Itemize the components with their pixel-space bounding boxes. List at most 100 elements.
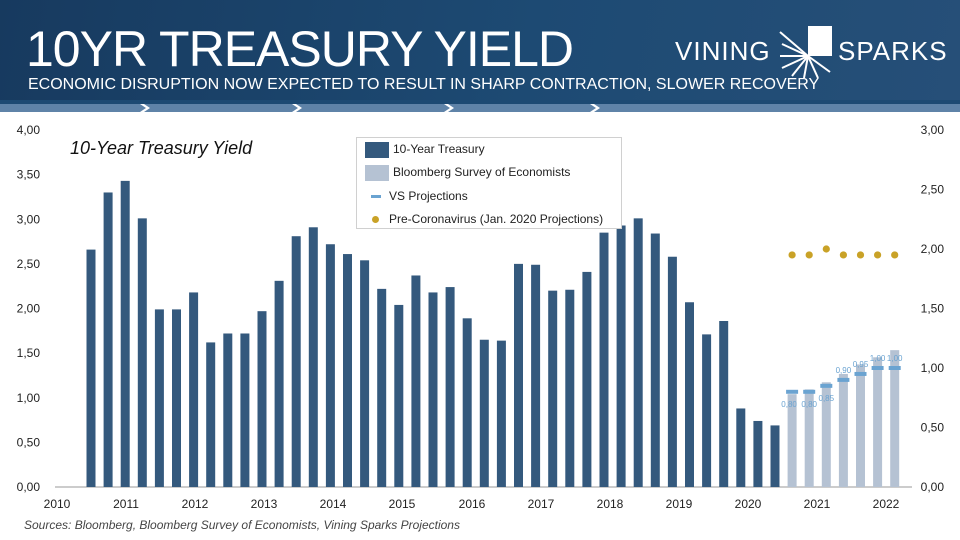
vs-projection-label: 1,00 — [870, 354, 886, 363]
y-right-tick-label: 2,00 — [921, 242, 945, 256]
page-title: 10YR TREASURY YIELD — [26, 21, 574, 77]
pre-coronavirus-point — [839, 251, 848, 259]
x-tick-label: 2011 — [113, 497, 139, 511]
y-left-tick-label: 4,00 — [17, 123, 41, 137]
x-tick-label: 2012 — [182, 497, 209, 511]
treasury-bar — [565, 289, 575, 487]
y-right-tick-label: 0,00 — [921, 480, 945, 494]
treasury-bar — [736, 408, 746, 487]
pre-coronavirus-series — [788, 245, 899, 259]
treasury-bar — [411, 275, 421, 487]
y-left-tick-label: 0,50 — [17, 435, 41, 449]
vs-projection-label: 0,80 — [781, 400, 797, 409]
logo-text-vining: VINING — [675, 36, 771, 66]
treasury-bar — [496, 340, 506, 487]
vs-projection-label: 1,00 — [887, 354, 903, 363]
treasury-series — [86, 180, 780, 488]
survey-bar — [838, 373, 848, 487]
legend-item-survey: Bloomberg Survey of Economists — [365, 165, 570, 181]
survey-bar — [804, 389, 814, 487]
logo-sparks-icon — [779, 26, 832, 78]
sources-note: Sources: Bloomberg, Bloomberg Survey of … — [24, 518, 460, 532]
x-tick-label: 2015 — [389, 497, 416, 511]
treasury-bar — [189, 292, 199, 487]
treasury-bar — [462, 318, 472, 487]
treasury-bar — [103, 192, 113, 487]
chart-title: 10-Year Treasury Yield — [70, 138, 253, 158]
pre-coronavirus-point — [856, 251, 865, 259]
y-left-tick-label: 2,00 — [17, 302, 41, 316]
y-right-tick-label: 1,00 — [921, 361, 945, 375]
x-tick-label: 2014 — [320, 497, 347, 511]
treasury-bar — [445, 287, 455, 487]
treasury-bar — [394, 304, 404, 487]
treasury-bar — [308, 227, 318, 487]
legend-swatch-treasury — [365, 142, 389, 158]
x-tick-label: 2018 — [597, 497, 624, 511]
treasury-bar — [548, 290, 558, 487]
treasury-bar — [274, 280, 284, 487]
treasury-bar — [514, 263, 523, 487]
pre-coronavirus-point — [874, 251, 882, 259]
chart-legend: 10-Year Treasury Bloomberg Survey of Eco… — [356, 137, 622, 229]
y-left-tick-label: 1,50 — [17, 346, 41, 360]
treasury-bar — [702, 334, 712, 487]
treasury-bar — [650, 233, 660, 487]
header-banner: 10YR TREASURY YIELD ECONOMIC DISRUPTION … — [0, 0, 960, 103]
vs-projection-mark — [803, 389, 816, 394]
legend-item-treasury: 10-Year Treasury — [365, 142, 485, 158]
pre-coronavirus-point — [891, 251, 899, 259]
x-tick-label: 2022 — [873, 497, 900, 511]
treasury-bar — [685, 302, 694, 487]
y-left-tick-label: 0,00 — [17, 480, 41, 494]
survey-series — [787, 350, 900, 487]
x-tick-label: 2013 — [251, 497, 278, 511]
page-subtitle: ECONOMIC DISRUPTION NOW EXPECTED TO RESU… — [28, 76, 820, 93]
legend-label-survey: Bloomberg Survey of Economists — [393, 165, 571, 180]
treasury-bar — [582, 271, 592, 487]
vs-projection-series: 0,80 0,800,850,900,951,00 1,00 — [781, 354, 903, 409]
treasury-bar — [223, 333, 233, 487]
vs-projection-mark — [837, 377, 850, 382]
treasury-bar — [479, 339, 489, 487]
treasury-bar — [120, 180, 130, 487]
x-tick-label: 2010 — [44, 497, 71, 511]
legend-swatch-survey — [365, 165, 389, 181]
treasury-bar — [719, 320, 729, 487]
vs-projection-label: 0,85 — [819, 394, 835, 403]
legend-label-treasury: 10-Year Treasury — [393, 142, 485, 157]
legend-label-vs: VS Projections — [389, 189, 468, 203]
y-left-tick-label: 3,00 — [17, 212, 41, 226]
treasury-bar — [172, 309, 181, 487]
treasury-bar — [531, 264, 541, 487]
survey-bar — [821, 382, 831, 487]
survey-bar — [856, 364, 865, 487]
x-tick-label: 2021 — [804, 497, 831, 511]
x-tick-label: 2019 — [666, 497, 693, 511]
legend-swatch-pre — [372, 216, 379, 224]
y-right-tick-label: 1,50 — [921, 302, 945, 316]
vs-projection-mark — [820, 383, 833, 388]
x-tick-label: 2020 — [735, 497, 762, 511]
survey-bar — [873, 357, 883, 487]
y-left-tick-label: 3,50 — [17, 168, 41, 182]
treasury-bar — [428, 292, 438, 487]
vs-projection-mark — [871, 366, 884, 370]
y-right-tick-label: 2,50 — [921, 183, 945, 197]
treasury-bar — [137, 218, 147, 488]
y-left-tick-label: 1,00 — [17, 391, 41, 405]
treasury-bar — [616, 225, 626, 487]
legend-swatch-vs — [371, 195, 381, 199]
treasury-bar — [257, 311, 267, 487]
legend-item-pre: Pre-Coronavirus (Jan. 2020 Projections) — [365, 212, 603, 226]
x-tick-label: 2016 — [459, 497, 486, 511]
treasury-bar — [599, 232, 609, 487]
vs-projection-label: 0,80 — [801, 400, 817, 409]
vs-projection-mark — [786, 389, 799, 394]
pre-coronavirus-point — [805, 251, 813, 259]
treasury-bar — [753, 420, 763, 487]
y-right-tick-label: 0,50 — [921, 421, 945, 435]
treasury-bar — [86, 249, 96, 487]
x-tick-label: 2017 — [528, 497, 555, 511]
